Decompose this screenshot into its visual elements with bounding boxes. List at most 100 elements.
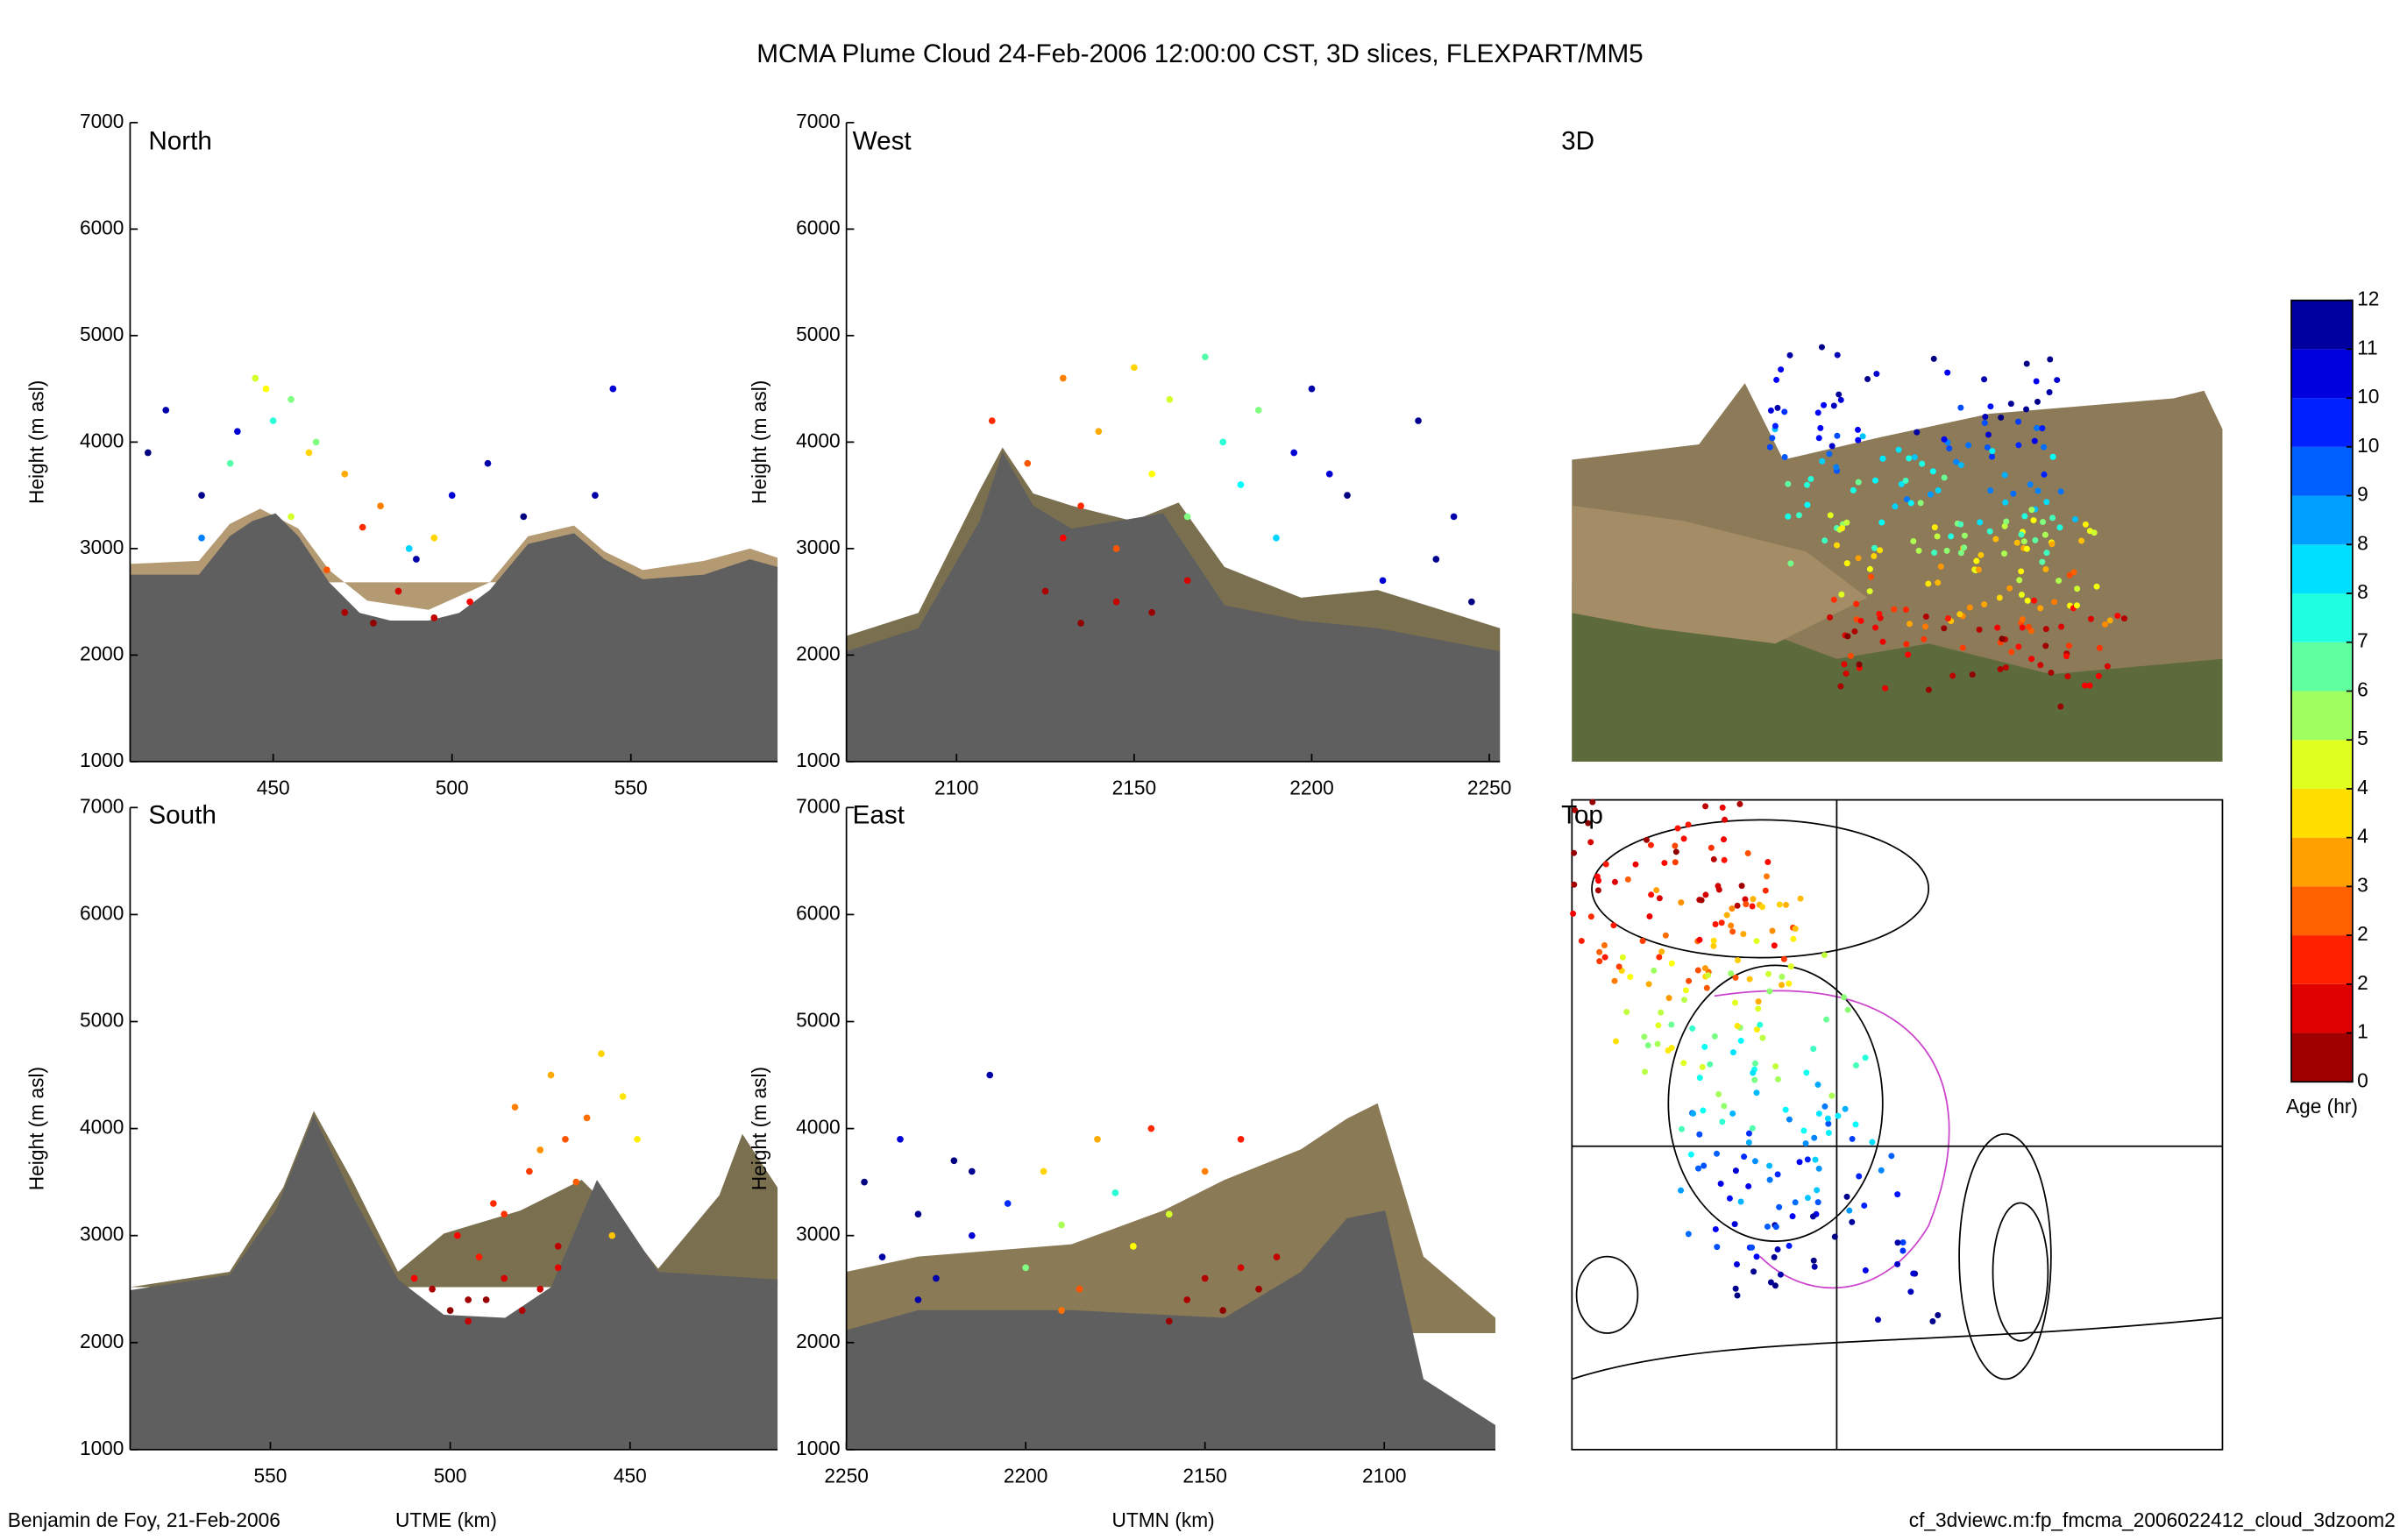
y-tick-label: 6000 xyxy=(796,901,840,924)
particle-illustration xyxy=(1831,1233,1838,1240)
colorbar-tick-label: 7 xyxy=(2357,629,2368,652)
particle-illustration xyxy=(1717,1181,1724,1188)
particle xyxy=(323,566,330,574)
particle-illustration xyxy=(2051,599,2058,606)
particle-illustration xyxy=(1687,1151,1694,1158)
particle-illustration xyxy=(1862,1267,1869,1274)
particle xyxy=(410,1274,418,1282)
particle-illustration xyxy=(1672,848,1679,855)
particle-illustration xyxy=(1685,821,1692,828)
particle xyxy=(1112,598,1120,606)
particle-illustration xyxy=(1985,431,1992,438)
particle-illustration xyxy=(1796,1159,1803,1166)
particle-illustration xyxy=(1934,533,1941,540)
particle-illustration xyxy=(2015,442,2022,449)
particle-illustration xyxy=(1705,972,1712,979)
particle-illustration xyxy=(1814,1187,1821,1194)
particle-illustration xyxy=(2049,453,2056,460)
particle-illustration xyxy=(1702,891,1709,898)
particle-illustration xyxy=(1771,942,1778,949)
particle-illustration xyxy=(1789,1213,1796,1220)
particle-illustration xyxy=(2095,672,2102,679)
particle xyxy=(226,459,234,467)
particle-illustration xyxy=(1935,487,1942,493)
particle-illustration xyxy=(1696,1131,1703,1138)
particle-illustration xyxy=(1753,1253,1760,1260)
particle-illustration xyxy=(1935,1312,1942,1318)
particle-illustration xyxy=(1733,1261,1740,1267)
particle-illustration xyxy=(1811,1263,1818,1270)
particle xyxy=(405,545,413,552)
particle-illustration xyxy=(2078,537,2085,544)
particle xyxy=(288,513,295,521)
particle xyxy=(1094,1135,1101,1143)
particle-illustration xyxy=(2023,360,2030,367)
particle-illustration xyxy=(1774,1075,1781,1082)
particle-illustration xyxy=(2082,521,2089,528)
panel-title: 3D xyxy=(1561,126,1594,155)
y-axis-label: Height (m asl) xyxy=(25,1067,48,1190)
particle-illustration xyxy=(1777,1271,1784,1278)
particle-illustration xyxy=(1755,998,1762,1005)
colorbar-tick-label: 2 xyxy=(2357,922,2368,945)
particle-illustration xyxy=(1961,544,1968,551)
particle-illustration xyxy=(1750,1069,1757,1076)
particle-illustration xyxy=(1771,1253,1778,1260)
particle xyxy=(592,492,599,499)
particle-illustration xyxy=(1702,803,1709,810)
particle-illustration xyxy=(2037,662,2044,669)
particle-illustration xyxy=(1732,974,1739,981)
particle xyxy=(914,1210,922,1218)
particle-illustration xyxy=(1772,1063,1779,1070)
y-tick-label: 2000 xyxy=(80,642,124,664)
particle xyxy=(1379,577,1387,585)
x-tick-label: 2250 xyxy=(824,1464,868,1487)
particle-illustration xyxy=(2046,388,2053,395)
particle-illustration xyxy=(1672,842,1679,849)
particle-illustration xyxy=(1696,936,1703,943)
colorbar-tick-label: 4 xyxy=(2357,776,2368,798)
particle-illustration xyxy=(1701,1162,1708,1169)
particle xyxy=(1183,577,1191,585)
particle-illustration xyxy=(1925,686,1932,693)
colorbar-label: Age (hr) xyxy=(2286,1095,2358,1118)
particle-illustration xyxy=(1715,1090,1722,1097)
particle xyxy=(377,502,384,510)
particle-illustration xyxy=(1765,970,1772,977)
particle-illustration xyxy=(2086,682,2093,689)
particle xyxy=(234,428,241,436)
particle-illustration xyxy=(1838,525,1845,532)
particle-illustration xyxy=(1803,1069,1810,1076)
particle-illustration xyxy=(2037,605,2044,612)
particle-illustration xyxy=(1776,1203,1783,1210)
particle-illustration xyxy=(1944,614,1951,621)
particle xyxy=(554,1243,562,1250)
particle-illustration xyxy=(1767,1279,1774,1286)
particle-illustration xyxy=(1961,532,1968,539)
x-tick-label: 500 xyxy=(434,1464,467,1487)
particle xyxy=(1273,1253,1281,1260)
particle xyxy=(1467,598,1475,606)
particle-illustration xyxy=(2034,424,2041,431)
particle-illustration xyxy=(1987,487,1994,494)
particle-illustration xyxy=(1948,533,1955,540)
particle-illustration xyxy=(1729,1049,1736,1056)
particle-illustration xyxy=(1828,443,1836,450)
particle-illustration xyxy=(1925,580,1932,587)
particle-illustration xyxy=(1766,1162,1773,1169)
particle-illustration xyxy=(1825,1120,1832,1127)
particle-illustration xyxy=(1623,1009,1630,1016)
particle xyxy=(1325,470,1333,478)
particle xyxy=(312,438,320,446)
particle-illustration xyxy=(1904,496,1910,503)
particle-illustration xyxy=(1749,1244,1756,1251)
particle xyxy=(341,470,349,478)
particle xyxy=(968,1167,976,1175)
particle-illustration xyxy=(1929,468,1936,475)
particle-illustration xyxy=(1859,433,1866,440)
particle-illustration xyxy=(1656,895,1663,902)
colorbar-swatch xyxy=(2291,398,2353,447)
particle-illustration xyxy=(1944,369,1951,376)
particle-illustration xyxy=(1869,1139,1876,1146)
particle-illustration xyxy=(2043,499,2050,506)
